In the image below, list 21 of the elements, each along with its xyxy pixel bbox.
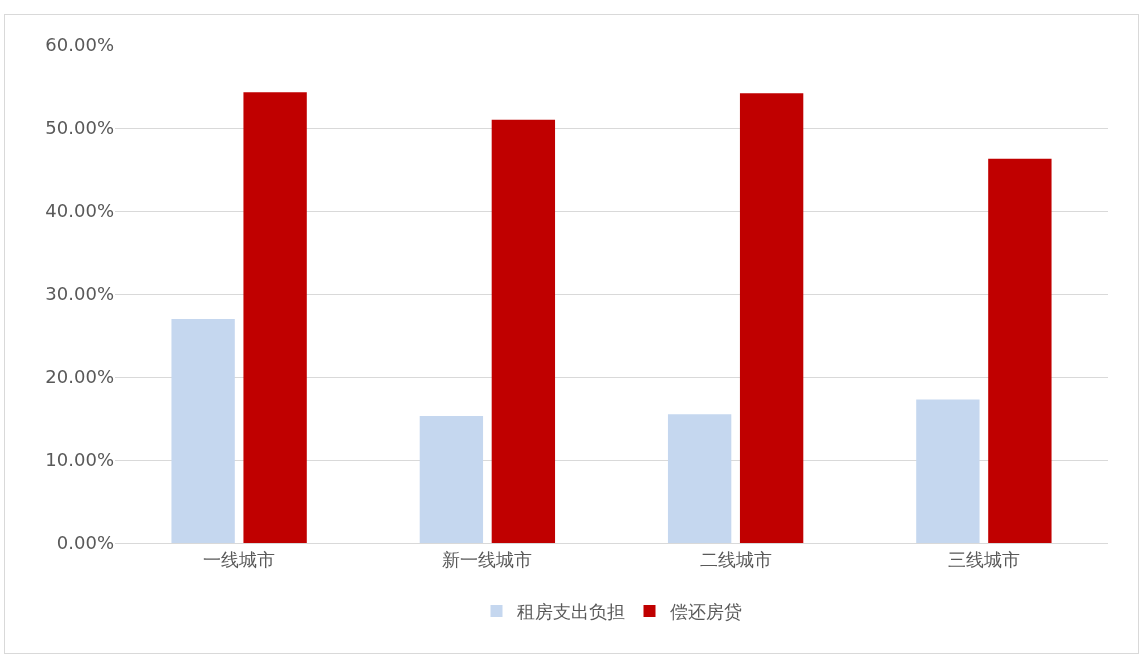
x-tick-label: 二线城市 [699,548,772,570]
bar [171,318,235,543]
x-tick-label: 新一线城市 [442,548,533,570]
y-tick-label: 20.00% [45,366,114,388]
bar [988,158,1052,543]
bar [243,92,307,543]
bar [419,416,484,543]
legend-label: 租房支出负担 [516,601,625,623]
x-tick-label: 三线城市 [947,548,1020,570]
y-tick-label: 50.00% [45,117,114,139]
x-tick-label: 一线城市 [203,548,276,570]
y-tick-label: 40.00% [45,200,114,222]
y-tick-label: 10.00% [45,449,114,471]
legend-label: 偿还房贷 [669,601,742,623]
bar [491,119,556,543]
bar [916,399,980,543]
y-tick-label: 60.00% [45,34,114,56]
bar [739,93,804,543]
bar [667,414,732,543]
y-tick-label: 0.00% [56,532,114,554]
y-tick-label: 30.00% [45,283,114,305]
